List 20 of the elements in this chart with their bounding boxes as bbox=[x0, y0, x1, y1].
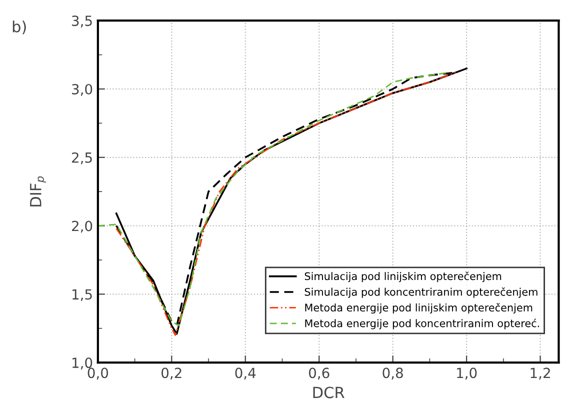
x-tick-label: 0,8 bbox=[382, 368, 403, 380]
x-tick-label: 0,2 bbox=[162, 368, 182, 380]
x-tick-label: 0,4 bbox=[235, 368, 256, 380]
y-axis-title: DIF$_{p}$ bbox=[30, 176, 46, 206]
x-tick-label: 0,6 bbox=[308, 368, 330, 380]
y-tick-label: 2,0 bbox=[72, 220, 92, 233]
text: b) bbox=[12, 20, 26, 34]
legend-label: Simulacija pod koncentriranim opterečenjem bbox=[304, 287, 538, 298]
y-tick-label: 1,5 bbox=[72, 289, 92, 302]
legend-label: Metoda energije pod koncentriranim optereć. bbox=[305, 318, 539, 330]
y-tick-label: 2,5 bbox=[72, 152, 92, 164]
y-tick-label: 3,0 bbox=[72, 84, 92, 96]
y-tick-label: 1,0 bbox=[72, 358, 92, 370]
x-tick-label: 1,0 bbox=[457, 368, 477, 380]
legend-label: Metoda energije pod linijskim opterečenjem bbox=[305, 303, 532, 314]
x-tick-label: 1,2 bbox=[530, 368, 550, 380]
legend-label: Simulacija pod linijskim opterečenjem bbox=[304, 272, 502, 282]
x-axis-title: DCR bbox=[313, 386, 344, 398]
y-tick-label: 3,5 bbox=[72, 16, 92, 28]
x-tick-label: 0,0 bbox=[88, 368, 108, 380]
